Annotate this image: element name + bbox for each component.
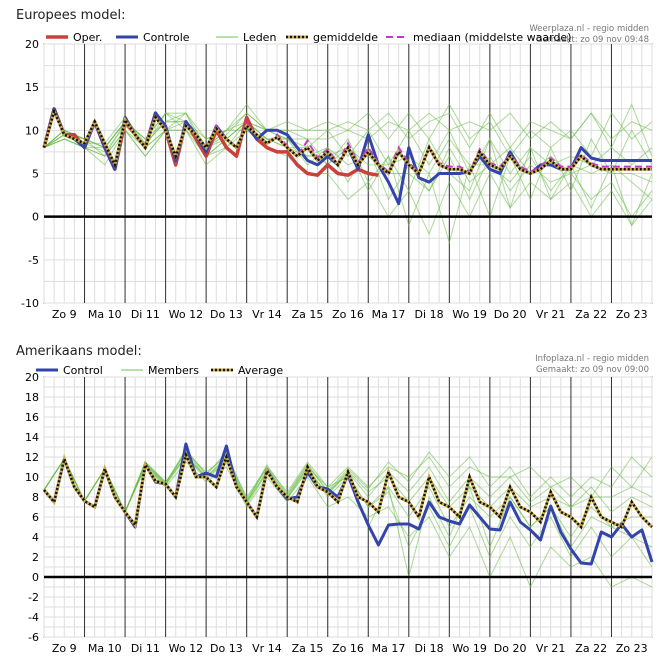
x-tick-label: Za 15 [292, 642, 324, 655]
x-tick-label: Vr 14 [252, 308, 282, 321]
us-chart-panel: Amerikaans model: Infoplaza.nl - regio m… [0, 336, 661, 664]
eu-credit-source: Weerplaza.nl - regio midden [529, 24, 649, 34]
x-axis: Zo 9 Ma 10 Di 11 Wo 12 Do 13 Vr 14 Za 15 Zo 16 M… [52, 642, 648, 655]
y-tick-label: 12 [25, 451, 39, 464]
x-tick-label: Zo 16 [332, 642, 364, 655]
us-chart: -6 -4 -2 0 2 4 6 8 10 12 14 16 18 20 Zo 9 Ma 10 Di 11 Wo … [25, 364, 654, 655]
series-line-average [42, 107, 652, 176]
legend-label: Members [148, 364, 199, 377]
x-tick-label: Za 22 [575, 642, 607, 655]
x-axis: Zo 9 Ma 10 Di 11 Wo 12 Do 13 Vr 14 Za 15 Zo 16 M… [52, 308, 648, 321]
us-credit-timestamp: Gemaakt: zo 09 nov 09:00 [535, 365, 649, 375]
legend-item: Average [211, 364, 283, 377]
y-tick-label: 5 [32, 168, 39, 181]
y-tick-label: 20 [25, 371, 39, 384]
y-tick-label: 0 [32, 211, 39, 224]
y-tick-label: 2 [32, 551, 39, 564]
legend-label: Oper. [73, 31, 102, 44]
y-axis: -6 -4 -2 0 2 4 6 8 10 12 14 16 18 20 [25, 371, 39, 644]
x-tick-label: Do 13 [210, 308, 243, 321]
legend-label: Control [63, 364, 103, 377]
eu-chart: -10 -5 0 5 10 15 20 Zo 9 Ma 10 Di 11 Wo 12 Do 13 Vr … [21, 31, 653, 321]
x-tick-label: Wo 19 [452, 642, 486, 655]
legend-item: mediaan (middelste waarde) [386, 31, 571, 44]
x-tick-label: Wo 19 [452, 308, 486, 321]
legend-item: Control [36, 364, 103, 377]
legend: Control Members Average [36, 364, 283, 377]
x-tick-label: Ma 10 [88, 308, 122, 321]
y-tick-label: 20 [25, 38, 39, 51]
x-tick-label: Ma 17 [372, 642, 406, 655]
y-tick-label: 6 [32, 511, 39, 524]
y-tick-label: 18 [25, 391, 39, 404]
legend-item: Leden [216, 31, 276, 44]
y-tick-label: 10 [25, 124, 39, 137]
series-line-average [43, 451, 653, 530]
us-chart-title: Amerikaans model: [16, 344, 142, 359]
y-tick-label: 0 [32, 571, 39, 584]
legend-item: Members [121, 364, 199, 377]
y-axis: -10 -5 0 5 10 15 20 [21, 38, 39, 310]
x-tick-label: Do 20 [494, 642, 527, 655]
y-tick-label: -6 [28, 631, 39, 644]
legend-label: Average [238, 364, 283, 377]
x-tick-label: Vr 21 [536, 642, 566, 655]
x-tick-label: Wo 12 [169, 308, 203, 321]
x-tick-label: Zo 23 [616, 642, 648, 655]
legend-label: mediaan (middelste waarde) [413, 31, 571, 44]
x-tick-label: Vr 21 [536, 308, 566, 321]
legend-label: Controle [143, 31, 190, 44]
y-tick-label: 8 [32, 491, 39, 504]
legend-label: Leden [243, 31, 276, 44]
us-credit: Infoplaza.nl - regio midden Gemaakt: zo … [535, 354, 649, 376]
y-tick-label: 16 [25, 411, 39, 424]
y-tick-label: -4 [28, 611, 39, 624]
x-tick-label: Do 13 [210, 642, 243, 655]
x-tick-label: Zo 9 [52, 642, 77, 655]
legend-item: Controle [116, 31, 190, 44]
series-line-members [43, 103, 653, 158]
legend-item: Oper. [46, 31, 102, 44]
x-tick-label: Wo 12 [169, 642, 203, 655]
x-tick-label: Zo 16 [332, 308, 364, 321]
y-tick-label: 14 [25, 431, 39, 444]
x-tick-label: Zo 23 [616, 308, 648, 321]
y-tick-label: 15 [25, 81, 39, 94]
legend-label: gemiddelde [313, 31, 378, 44]
x-tick-label: Ma 17 [372, 308, 406, 321]
x-tick-label: Di 11 [131, 308, 160, 321]
legend: Oper. Controle Leden gemiddelde mediaan (mid… [46, 31, 571, 44]
series-line-members [43, 129, 653, 236]
eu-chart-title: Europees model: [16, 8, 126, 23]
eu-credit: Weerplaza.nl - regio midden Gemaakt: zo … [529, 24, 649, 46]
x-tick-label: Za 15 [292, 308, 324, 321]
x-tick-label: Di 11 [131, 642, 160, 655]
eu-credit-timestamp: Gemaakt: zo 09 nov 09:48 [535, 35, 649, 45]
y-tick-label: -2 [28, 591, 39, 604]
y-tick-label: -10 [21, 297, 39, 310]
x-tick-label: Za 22 [575, 308, 607, 321]
us-credit-source: Infoplaza.nl - regio midden [535, 354, 649, 364]
x-tick-label: Di 18 [415, 642, 444, 655]
legend-item: gemiddelde [286, 31, 378, 44]
x-tick-label: Di 18 [415, 308, 444, 321]
x-tick-label: Do 20 [494, 308, 527, 321]
x-tick-label: Vr 14 [252, 642, 282, 655]
y-tick-label: 10 [25, 471, 39, 484]
y-tick-label: -5 [28, 254, 39, 267]
y-tick-label: 4 [32, 531, 39, 544]
eu-chart-panel: Europees model: Weerplaza.nl - regio mid… [16, 8, 653, 321]
x-tick-label: Zo 9 [52, 308, 77, 321]
x-tick-label: Ma 10 [88, 642, 122, 655]
grid [43, 376, 653, 638]
